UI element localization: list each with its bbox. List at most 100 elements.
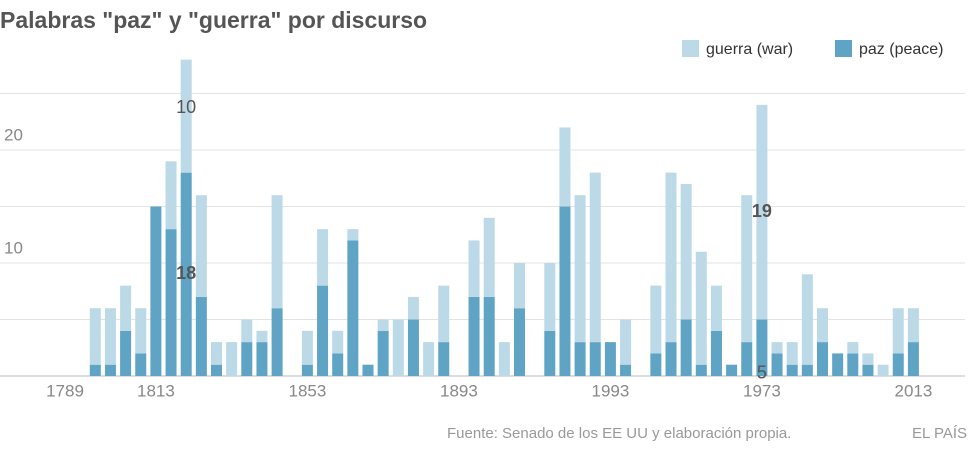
legend-label: paz (peace) <box>859 41 944 58</box>
data-label: 19 <box>752 201 772 221</box>
bar-segment <box>362 364 374 376</box>
bar-segment <box>271 195 283 309</box>
bar-segment <box>817 342 828 376</box>
bar-segment <box>89 308 101 365</box>
bar-segment <box>695 364 707 376</box>
x-tick-label: 2013 <box>894 381 932 400</box>
bar-segment <box>483 296 495 376</box>
bar-segment <box>544 263 556 331</box>
bar-segment <box>680 319 692 376</box>
legend-swatch <box>835 40 852 57</box>
y-tick-label: 10 <box>4 239 23 258</box>
bar-segment <box>407 319 419 376</box>
bar-segment <box>468 296 480 376</box>
y-tick-label: 20 <box>4 126 23 145</box>
bar-segment <box>574 342 586 376</box>
bar-segment <box>680 183 692 320</box>
bar-segment <box>195 296 207 376</box>
bar-segment <box>120 285 132 331</box>
x-tick-label: 1893 <box>440 381 478 400</box>
bar-segment <box>771 342 783 354</box>
bar-segment <box>877 364 889 376</box>
bar-segment <box>407 296 419 320</box>
bar-segment <box>165 161 177 230</box>
bar-segment <box>241 319 253 343</box>
bar-segment <box>741 342 753 376</box>
bar-segment <box>650 285 662 354</box>
bar-segment <box>559 127 571 207</box>
bar-segment <box>907 342 919 376</box>
data-label: 10 <box>176 97 196 117</box>
bar-segment <box>150 206 162 376</box>
bar-segment <box>438 285 450 343</box>
bar-segment <box>392 319 404 376</box>
source: Fuente: Senado de los EE UU y elaboració… <box>447 425 791 442</box>
bar-segment <box>756 104 768 320</box>
bar-segment <box>862 364 874 376</box>
bar-segment <box>483 217 495 297</box>
bar-segment <box>301 364 313 376</box>
bar-segment <box>135 353 147 376</box>
bar-segment <box>104 308 116 365</box>
bar-segment <box>620 364 632 376</box>
bar-segment <box>423 342 435 376</box>
bar-segment <box>892 308 904 354</box>
legend-label: guerra (war) <box>706 41 793 58</box>
bar-segment <box>211 364 222 376</box>
bar-segment <box>832 353 844 376</box>
bar-segment <box>332 330 344 354</box>
bar-segment <box>438 342 450 376</box>
bar-segment <box>514 263 525 309</box>
bar-segment <box>226 342 238 376</box>
bar-segment <box>377 319 389 331</box>
bar-segment <box>180 172 192 376</box>
bar-segment <box>847 342 859 354</box>
bar-segment <box>317 285 329 376</box>
bar-segment <box>241 342 253 376</box>
bar-segment <box>620 319 632 365</box>
x-tick-label: 1993 <box>591 381 629 400</box>
bar-segment <box>726 364 738 376</box>
bar-segment <box>710 285 722 331</box>
bar-segment <box>589 342 601 376</box>
x-tick-label: 1853 <box>288 381 326 400</box>
bar-segment <box>180 59 192 173</box>
bar-segment <box>347 229 359 241</box>
bar-segment <box>741 195 753 343</box>
bar-segment <box>271 308 283 376</box>
bar-segment <box>665 342 677 376</box>
chart-title: Palabras "paz" y "guerra" por discurso <box>0 7 427 33</box>
bar-segment <box>195 195 207 297</box>
bar-segment <box>665 172 677 343</box>
bar-segment <box>256 342 268 376</box>
bar-segment <box>89 364 101 376</box>
bar-segment <box>801 274 813 365</box>
bar-segment <box>332 353 344 376</box>
bar-segment <box>892 353 904 376</box>
bar-segment <box>604 342 616 376</box>
bar-segment <box>544 330 556 376</box>
bar-segment <box>771 353 783 376</box>
bar-segment <box>211 342 222 365</box>
bar-segment <box>786 364 798 376</box>
bar-segment <box>817 308 828 343</box>
bar-segment <box>695 251 707 365</box>
bar-segment <box>650 353 662 376</box>
bar-segment <box>301 330 313 365</box>
bar-segment <box>589 172 601 343</box>
bar-segment <box>347 240 359 376</box>
data-label: 18 <box>176 263 196 283</box>
x-tick-label: 1789 <box>46 381 84 400</box>
bar-segment <box>120 330 132 376</box>
bar-segment <box>710 330 722 376</box>
bar-segment <box>559 206 571 376</box>
x-tick-label: 1973 <box>743 381 781 400</box>
brand: EL PAÍS <box>912 425 967 442</box>
bar-segment <box>165 229 177 376</box>
bar-segment <box>847 353 859 376</box>
bar-segment <box>574 195 586 343</box>
bar-segment <box>468 240 480 297</box>
bar-segment <box>756 319 768 376</box>
bar-segment <box>104 364 116 376</box>
